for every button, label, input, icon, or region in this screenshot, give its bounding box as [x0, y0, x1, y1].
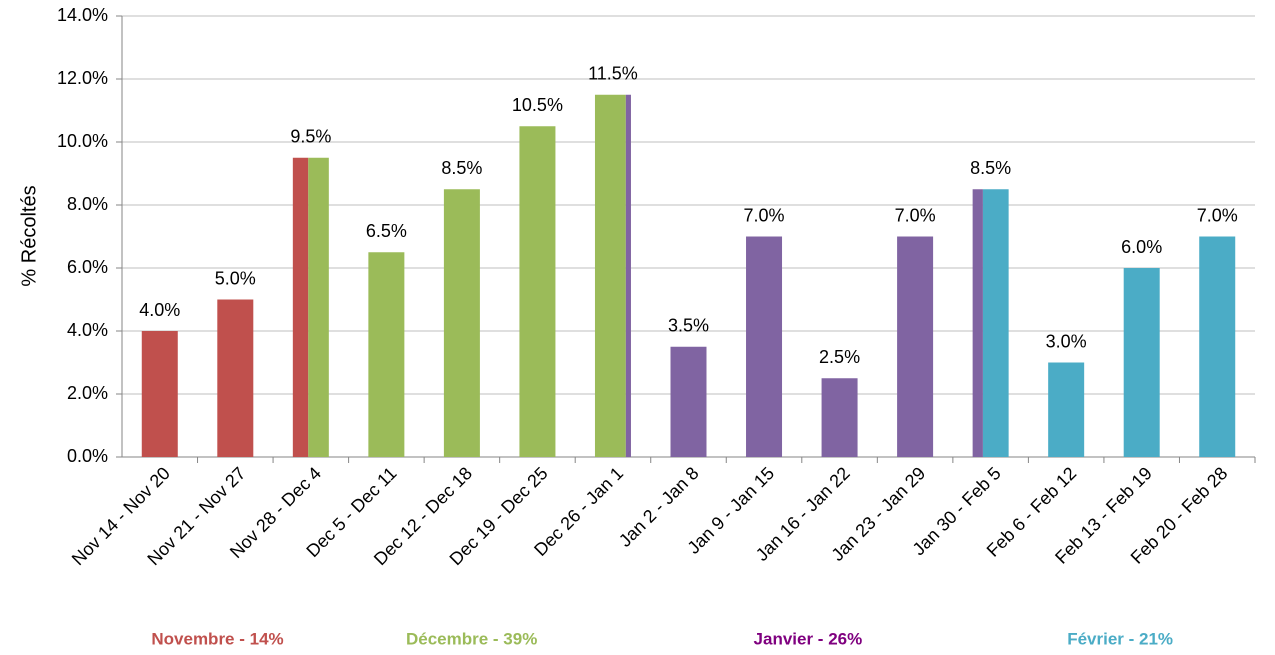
value-label: 7.0%	[744, 205, 785, 225]
bar	[217, 299, 254, 457]
value-label: 3.0%	[1046, 331, 1087, 351]
month-label: Novembre - 14%	[151, 629, 283, 648]
y-axis-label: % Récoltés	[18, 185, 40, 286]
bar	[625, 94, 631, 457]
bar	[443, 189, 480, 457]
value-label: 8.5%	[441, 158, 482, 178]
value-label: 5.0%	[215, 268, 256, 288]
bar	[292, 157, 309, 457]
month-label: Février - 21%	[1067, 629, 1173, 648]
bar	[368, 252, 405, 457]
bar	[519, 126, 556, 457]
month-label: Décembre - 39%	[406, 629, 537, 648]
value-label: 6.0%	[1121, 237, 1162, 257]
value-label: 9.5%	[290, 127, 331, 147]
value-label: 3.5%	[668, 316, 709, 336]
bar	[308, 157, 329, 457]
bar	[141, 331, 178, 457]
y-tick-label: 6.0%	[67, 257, 108, 277]
bar	[1199, 236, 1236, 457]
bar	[821, 378, 858, 457]
bar	[972, 189, 983, 457]
value-label: 6.5%	[366, 221, 407, 241]
bar	[1123, 268, 1160, 457]
value-label: 4.0%	[139, 300, 180, 320]
y-tick-label: 2.0%	[67, 383, 108, 403]
value-label: 7.0%	[895, 205, 936, 225]
y-tick-label: 8.0%	[67, 194, 108, 214]
y-tick-label: 10.0%	[57, 131, 108, 151]
y-tick-label: 14.0%	[57, 5, 108, 25]
month-label: Janvier - 26%	[754, 629, 863, 648]
bar	[982, 189, 1009, 457]
y-tick-label: 4.0%	[67, 320, 108, 340]
bar	[670, 346, 707, 457]
bar	[594, 94, 626, 457]
value-label: 2.5%	[819, 347, 860, 367]
y-tick-label: 0.0%	[67, 446, 108, 466]
value-label: 8.5%	[970, 158, 1011, 178]
y-tick-label: 12.0%	[57, 68, 108, 88]
value-label: 11.5%	[588, 64, 638, 84]
value-label: 7.0%	[1197, 205, 1238, 225]
bar	[897, 236, 934, 457]
value-label: 10.5%	[512, 95, 563, 115]
bar	[746, 236, 783, 457]
bar	[1048, 362, 1085, 457]
